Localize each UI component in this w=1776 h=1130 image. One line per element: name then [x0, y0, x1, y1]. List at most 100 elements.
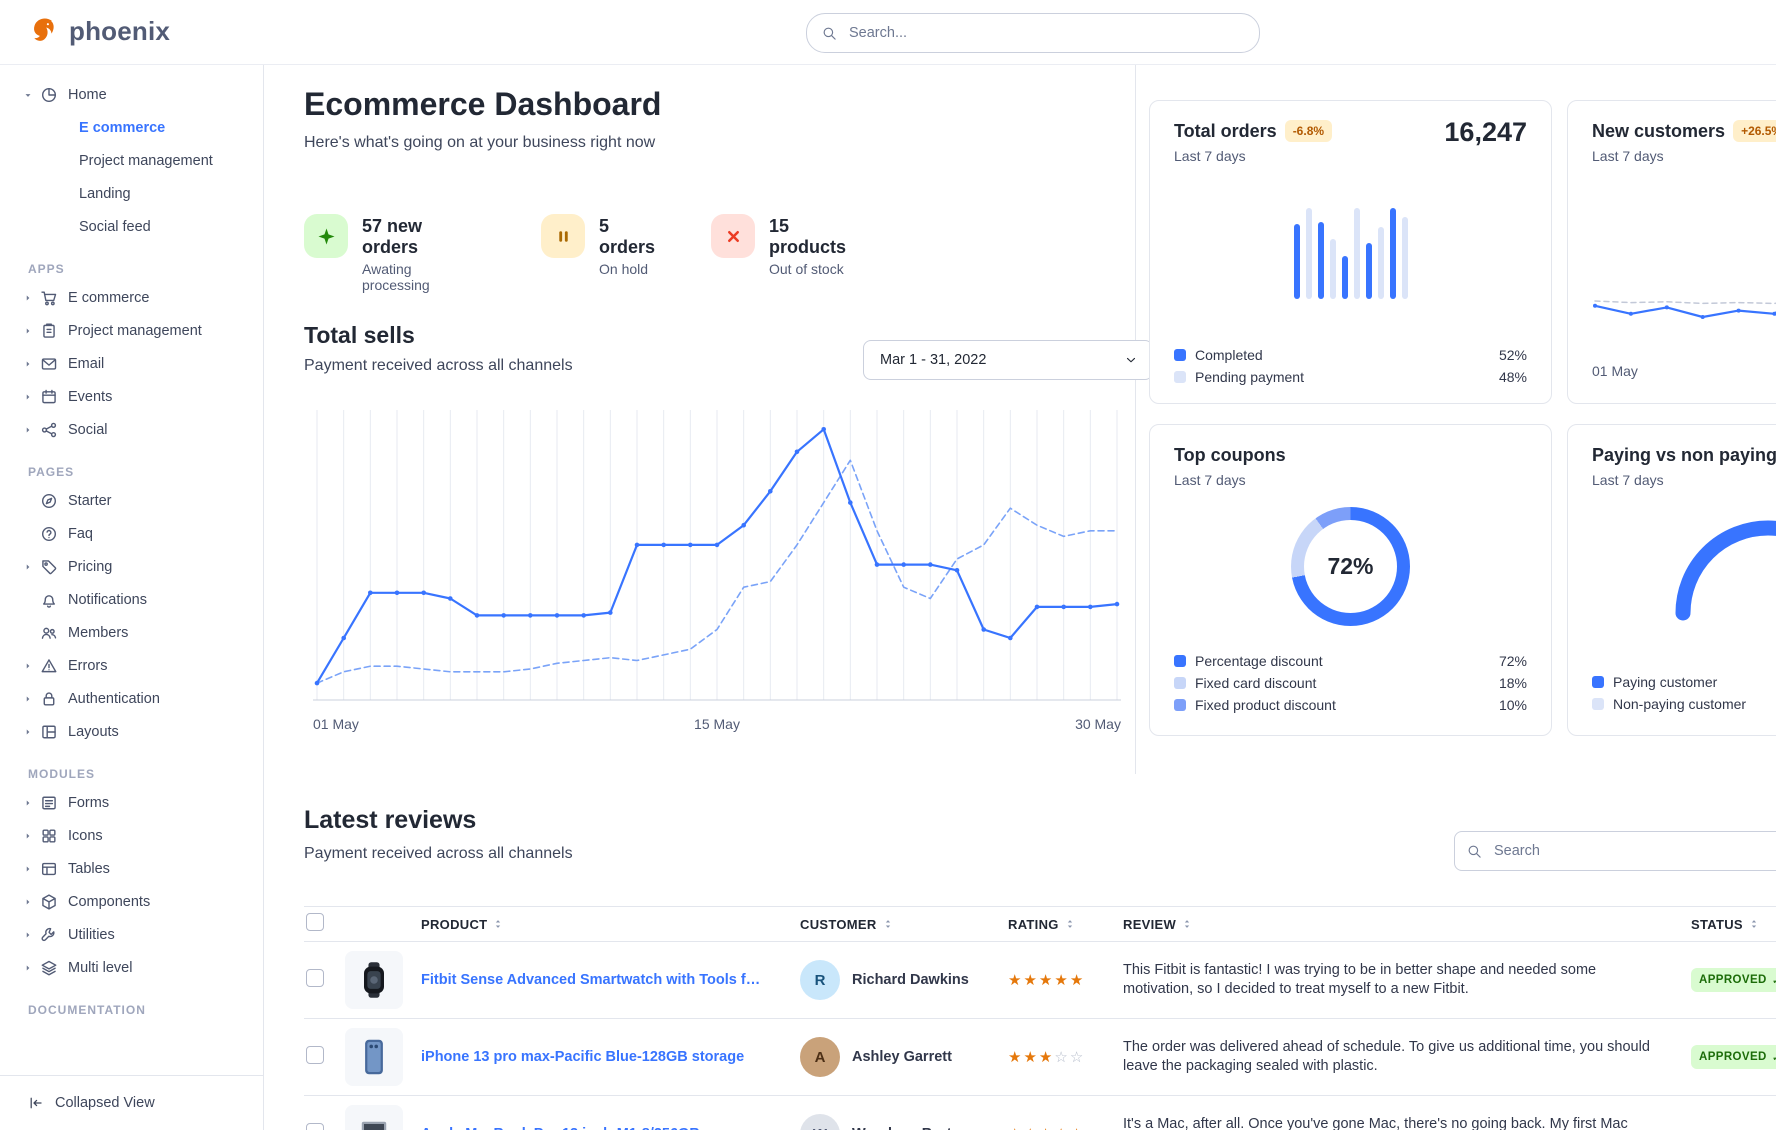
sidebar-item-social-feed[interactable]: Social feed	[79, 218, 151, 235]
legend-value: 10%	[1498, 697, 1527, 713]
star-full-icon: ★	[1039, 1126, 1054, 1130]
sidebar-item-utilities[interactable]: Utilities	[0, 918, 263, 951]
table-row: Apple MacBook Pro 13 inch-M1-8/256GB-spa…	[304, 1096, 1776, 1130]
wrench-icon	[40, 926, 58, 944]
column-header-status[interactable]: STATUS	[1691, 917, 1776, 932]
row-checkbox[interactable]	[306, 968, 324, 987]
star-full-icon: ★	[1023, 1126, 1038, 1130]
sidebar-item-layouts[interactable]: Layouts	[0, 715, 263, 748]
sidebar-item-errors[interactable]: Errors	[0, 649, 263, 682]
sidebar-item-tables[interactable]: Tables	[0, 852, 263, 885]
column-header-product[interactable]: PRODUCT	[421, 917, 800, 932]
cart-icon	[40, 289, 58, 307]
caret-right-icon	[20, 894, 36, 910]
pause-icon	[541, 214, 585, 258]
legend-item-fixed-card-discount: Fixed card discount 18%	[1174, 672, 1527, 694]
legend-item-non-paying-customer: Non-paying customer	[1592, 693, 1776, 715]
global-search-input[interactable]	[847, 24, 1244, 42]
select-all-cell	[304, 912, 345, 936]
row-checkbox[interactable]	[306, 1122, 324, 1130]
select-all-checkbox[interactable]	[306, 912, 324, 931]
sidebar-item-e-commerce[interactable]: E commerce	[0, 281, 263, 314]
card-head: New customers +26.5%	[1592, 120, 1776, 144]
brand-logo[interactable]: phoenix	[26, 14, 170, 48]
page-title: Ecommerce Dashboard	[304, 86, 662, 122]
sidebar-item-project-management[interactable]: Project management	[0, 314, 263, 347]
lock-icon	[40, 690, 58, 708]
column-header-label: REVIEW	[1123, 916, 1177, 932]
bar-completed	[1365, 243, 1372, 299]
sidebar-item-faq[interactable]: Faq	[0, 517, 263, 550]
sidebar-item-pricing[interactable]: Pricing	[0, 550, 263, 583]
thumb-cell	[345, 1028, 421, 1086]
date-range-select[interactable]: Mar 1 - 31, 2022	[863, 340, 1153, 380]
layers-icon	[40, 959, 58, 977]
reviews-search-input[interactable]	[1492, 842, 1776, 860]
sort-icon	[1748, 918, 1760, 930]
sidebar-item-email[interactable]: Email	[0, 347, 263, 380]
reviews-search[interactable]	[1454, 831, 1776, 871]
sidebar-item-label: Authentication	[68, 690, 160, 707]
column-header-review[interactable]: REVIEW	[1123, 917, 1691, 932]
sidebar-item-components[interactable]: Components	[0, 885, 263, 918]
sort-icon	[1181, 918, 1193, 930]
avatar: A	[800, 1037, 840, 1077]
star-empty-icon: ☆	[1069, 1049, 1086, 1066]
top-coupons-period: Last 7 days	[1174, 472, 1246, 488]
total-sells-title: Total sells	[304, 322, 415, 348]
sidebar-item-icons[interactable]: Icons	[0, 819, 263, 852]
phone-thumb[interactable]	[345, 1028, 403, 1086]
sidebar-item-project-management[interactable]: Project management	[79, 152, 213, 169]
star-full-icon: ★	[1038, 972, 1055, 989]
sidebar-item-label: Members	[68, 624, 129, 641]
status-badge: APPROVED ✓	[1691, 968, 1776, 992]
sidebar-item-events[interactable]: Events	[0, 380, 263, 413]
sidebar-item-multi-level[interactable]: Multi level	[0, 951, 263, 984]
smartwatch-thumb[interactable]	[345, 951, 403, 1009]
caret-right-icon	[20, 724, 36, 740]
status-cell: APPROVED ✓	[1691, 968, 1776, 992]
legend-swatch	[1592, 676, 1604, 688]
sidebar-item-label: Home	[68, 86, 107, 103]
star-full-icon: ★	[1008, 1126, 1023, 1130]
laptop-thumb[interactable]	[345, 1105, 403, 1130]
reviews-table-body: Fitbit Sense Advanced Smartwatch with To…	[304, 942, 1776, 1130]
rating-stars: ★★★★★	[1008, 971, 1123, 989]
product-link[interactable]: Fitbit Sense Advanced Smartwatch with To…	[421, 972, 766, 988]
product-link[interactable]: Apple MacBook Pro 13 inch-M1-8/256GB-spa…	[421, 1126, 766, 1130]
product-link[interactable]: iPhone 13 pro max-Pacific Blue-128GB sto…	[421, 1049, 745, 1065]
sidebar-section-label-modules: MODULES	[28, 767, 95, 781]
thumb-cell	[345, 1105, 421, 1130]
legend-value: 52%	[1498, 347, 1527, 363]
sidebar-item-landing[interactable]: Landing	[79, 185, 131, 202]
bar-pending	[1353, 208, 1360, 299]
bar-completed	[1341, 256, 1348, 299]
customer-name: Richard Dawkins	[852, 972, 969, 988]
star-full-icon: ★	[1054, 972, 1070, 989]
sidebar-item-e-commerce[interactable]: E commerce	[79, 119, 166, 136]
sidebar-item-authentication[interactable]: Authentication	[0, 682, 263, 715]
sidebar-item-members[interactable]: Members	[0, 616, 263, 649]
bar-pending	[1305, 208, 1312, 299]
row-checkbox-cell	[304, 1122, 345, 1130]
sidebar-item-label: Starter	[68, 492, 112, 509]
legend-item-pending-payment: Pending payment 48%	[1174, 366, 1527, 388]
reviews-table: PRODUCT CUSTOMER RATING REVIEW STATUS Fitbit…	[304, 906, 1776, 1130]
customer-name: Woodrow Burton	[852, 1126, 969, 1130]
sidebar-item-home[interactable]: Home	[0, 78, 263, 111]
column-header-rating[interactable]: RATING	[1008, 917, 1123, 932]
sidebar-item-label: Layouts	[68, 723, 119, 740]
sidebar-item-social[interactable]: Social	[0, 413, 263, 446]
sidebar-item-label: Pricing	[68, 558, 113, 575]
global-search[interactable]	[806, 13, 1260, 53]
column-header-customer[interactable]: CUSTOMER	[800, 917, 1008, 932]
customer-cell: R Richard Dawkins	[800, 960, 1008, 1000]
layout-icon	[40, 723, 58, 741]
sidebar-collapse-toggle[interactable]: Collapsed View	[0, 1075, 263, 1130]
sidebar-item-notifications[interactable]: Notifications	[0, 583, 263, 616]
sidebar-item-label: Utilities	[68, 926, 115, 943]
sidebar-item-forms[interactable]: Forms	[0, 786, 263, 819]
sidebar-item-starter[interactable]: Starter	[0, 484, 263, 517]
row-checkbox[interactable]	[306, 1045, 324, 1064]
